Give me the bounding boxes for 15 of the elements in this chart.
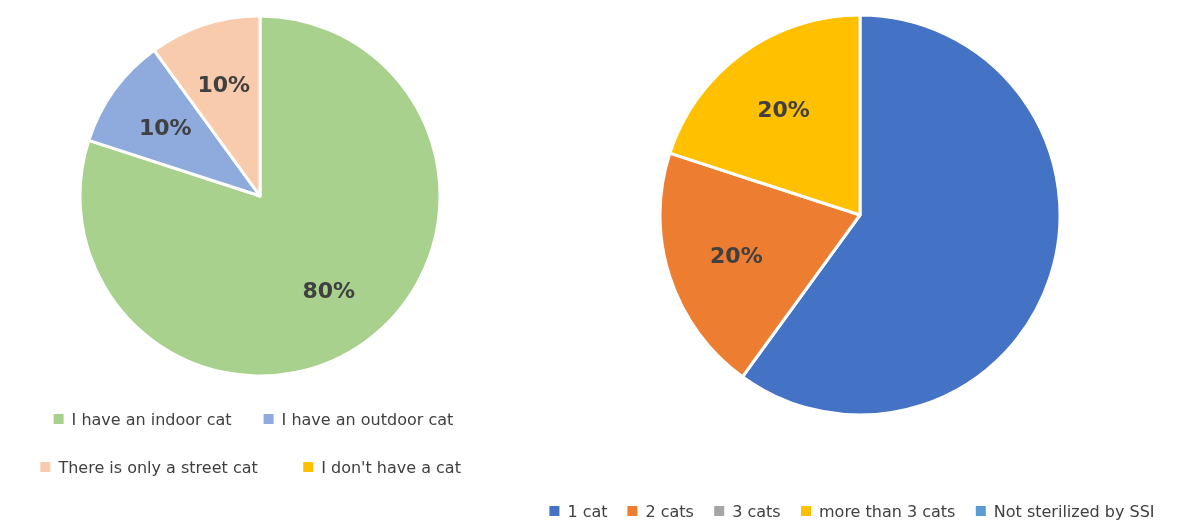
legend-label: more than 3 cats <box>819 501 956 521</box>
legend-label: I have an outdoor cat <box>281 409 454 429</box>
legend-label: I have an indoor cat <box>71 409 232 429</box>
data-label: 20% <box>757 97 810 123</box>
data-label: 10% <box>197 72 251 98</box>
legend-label: 1 cat <box>567 501 608 521</box>
legend-label: 2 cats <box>645 501 694 521</box>
data-label: 20% <box>710 242 763 268</box>
legend-label: I don't have a cat <box>321 457 461 477</box>
legend-label: 3 cats <box>732 501 781 521</box>
data-label: 80% <box>302 278 356 304</box>
data-label: 10% <box>139 114 192 140</box>
legend-label: Not sterilized by SSI <box>993 501 1155 521</box>
legend-label: There is only a street cat <box>57 457 258 477</box>
pie-slice <box>78 14 442 378</box>
